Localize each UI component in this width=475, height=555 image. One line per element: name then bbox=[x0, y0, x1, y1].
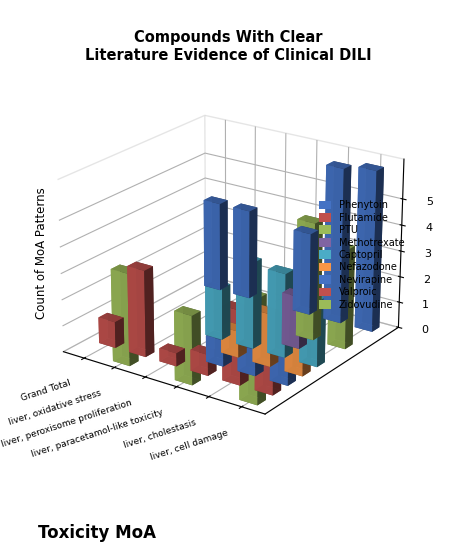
Text: Count of MoA Patterns: Count of MoA Patterns bbox=[35, 188, 48, 319]
Title: Compounds With Clear
Literature Evidence of Clinical DILI: Compounds With Clear Literature Evidence… bbox=[85, 31, 371, 63]
Text: Toxicity MoA: Toxicity MoA bbox=[38, 524, 156, 542]
Legend: Phenytoin, Flutamide, PTU, Methotrexate, Captopril, Nefazodone, Nevirapine, Valp: Phenytoin, Flutamide, PTU, Methotrexate,… bbox=[316, 198, 408, 312]
